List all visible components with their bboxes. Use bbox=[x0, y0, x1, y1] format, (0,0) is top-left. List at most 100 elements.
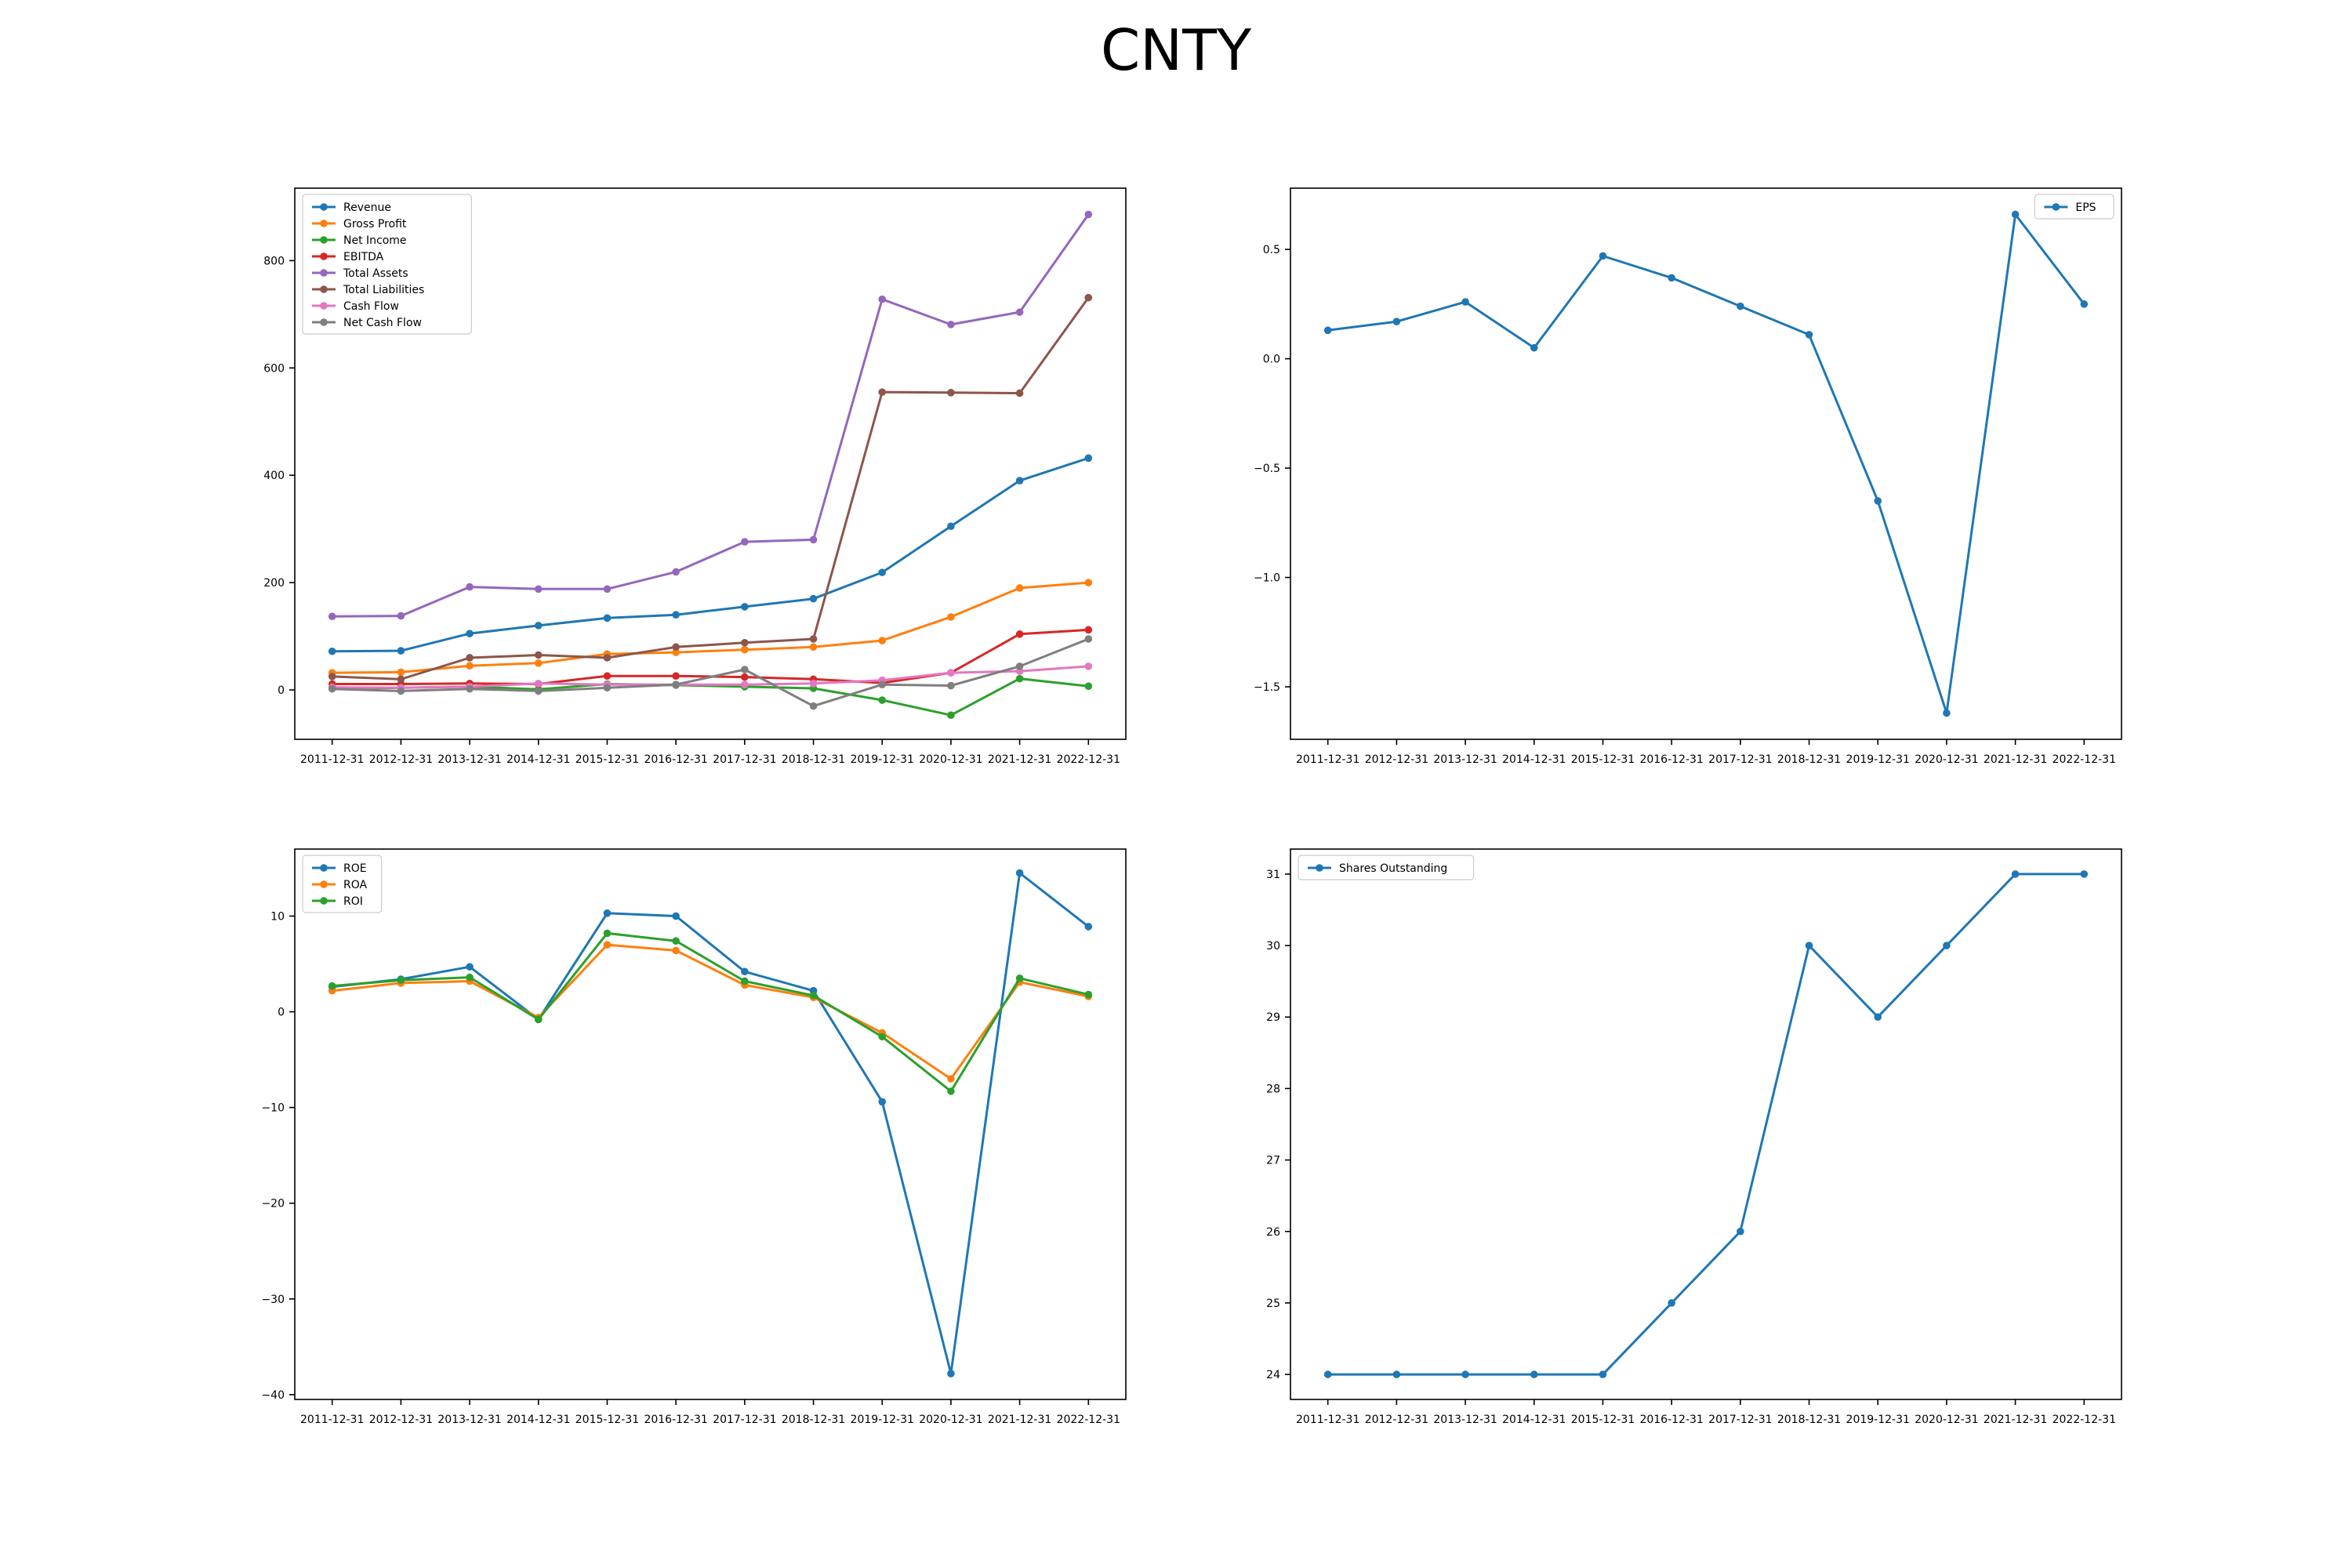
legend-entry: ROI bbox=[343, 895, 363, 908]
data-point bbox=[1599, 1370, 1607, 1378]
legend-swatch-marker bbox=[320, 285, 328, 293]
data-point bbox=[741, 673, 749, 681]
data-point bbox=[1530, 343, 1538, 352]
chart-shares: 2011-12-31 2012-12-31 2013-12-31 2014-12-31… bbox=[1266, 848, 2122, 1426]
x-tick-label: 2016-12-31 bbox=[1639, 753, 1703, 766]
data-point bbox=[603, 672, 612, 681]
data-point bbox=[397, 668, 405, 677]
x-tick-label: 2011-12-31 bbox=[300, 753, 364, 766]
data-point bbox=[603, 684, 612, 692]
data-point bbox=[672, 912, 680, 920]
x-tick-label: 2016-12-31 bbox=[644, 1414, 707, 1426]
data-point bbox=[1461, 298, 1469, 306]
data-point bbox=[466, 963, 474, 971]
x-tick-label: 2021-12-31 bbox=[988, 1414, 1051, 1426]
data-point bbox=[741, 967, 749, 976]
x-tick-label: 2015-12-31 bbox=[1571, 1414, 1635, 1426]
data-point bbox=[1461, 1370, 1469, 1378]
y-tick-label: 10 bbox=[270, 910, 285, 923]
data-point bbox=[809, 643, 818, 652]
data-point bbox=[878, 696, 887, 704]
legend-swatch-marker bbox=[2052, 203, 2060, 211]
data-point bbox=[741, 666, 749, 673]
y-tick-label: 26 bbox=[1266, 1226, 1280, 1239]
data-point bbox=[328, 684, 336, 693]
x-tick-label: 2014-12-31 bbox=[506, 1414, 570, 1426]
x-tick-label: 2019-12-31 bbox=[1846, 753, 1910, 766]
y-tick-label: 0 bbox=[278, 684, 285, 697]
data-point bbox=[603, 929, 612, 938]
data-point bbox=[466, 654, 474, 662]
data-point bbox=[466, 684, 474, 693]
x-tick-label: 2011-12-31 bbox=[1296, 753, 1359, 766]
data-point bbox=[947, 681, 955, 690]
data-point bbox=[1084, 579, 1093, 586]
y-tick-label: −20 bbox=[261, 1198, 285, 1210]
data-point bbox=[466, 630, 474, 637]
data-point bbox=[1084, 662, 1093, 670]
data-point bbox=[1084, 682, 1093, 691]
x-tick-label: 2020-12-31 bbox=[1915, 1414, 1978, 1426]
x-tick-label: 2020-12-31 bbox=[919, 753, 982, 766]
x-tick-label: 2015-12-31 bbox=[1571, 753, 1635, 766]
data-point bbox=[534, 659, 543, 667]
data-point bbox=[878, 1033, 887, 1041]
x-tick-label: 2021-12-31 bbox=[1984, 753, 2047, 766]
data-point bbox=[741, 603, 749, 611]
legend-entry: Total Assets bbox=[343, 267, 408, 280]
data-point bbox=[1015, 477, 1024, 485]
data-point bbox=[466, 973, 474, 982]
legend: Revenue Gross Profit Net Income EBITDA Total… bbox=[302, 194, 472, 335]
legend-entry: Gross Profit bbox=[343, 218, 407, 230]
series-line bbox=[332, 931, 1089, 1093]
data-point bbox=[741, 681, 749, 688]
legend-swatch-marker bbox=[320, 220, 328, 227]
data-point bbox=[741, 645, 749, 654]
y-tick-label: 27 bbox=[1266, 1155, 1280, 1167]
legend: EPS bbox=[2034, 194, 2114, 220]
x-tick-label: 2014-12-31 bbox=[506, 753, 570, 766]
chart-financials: 2011-12-31 2012-12-31 2013-12-31 2014-12-31… bbox=[263, 187, 1127, 766]
y-tick-label: 0 bbox=[278, 1007, 285, 1019]
chart-ratios: 2011-12-31 2012-12-31 2013-12-31 2014-12-31… bbox=[261, 848, 1127, 1426]
data-point bbox=[2011, 870, 2020, 878]
data-point bbox=[603, 654, 612, 662]
data-point bbox=[2011, 210, 2020, 219]
x-tick-label: 2014-12-31 bbox=[1502, 1414, 1566, 1426]
x-tick-label: 2022-12-31 bbox=[2053, 1414, 2116, 1426]
data-point bbox=[947, 321, 955, 328]
data-point bbox=[328, 673, 336, 681]
y-tick-label: 800 bbox=[263, 255, 285, 267]
data-point bbox=[1015, 869, 1024, 877]
data-point bbox=[603, 614, 612, 622]
x-tick-label: 2016-12-31 bbox=[1639, 1414, 1703, 1426]
y-tick-label: 600 bbox=[263, 362, 285, 375]
data-point bbox=[1530, 1370, 1538, 1378]
data-point bbox=[1015, 584, 1024, 592]
legend-entry: Net Income bbox=[343, 234, 407, 247]
data-point bbox=[328, 647, 336, 655]
data-point bbox=[603, 909, 612, 917]
data-point bbox=[534, 622, 543, 630]
data-point bbox=[878, 388, 887, 396]
data-point bbox=[672, 672, 680, 681]
x-tick-label: 2022-12-31 bbox=[1057, 753, 1120, 766]
x-tick-label: 2018-12-31 bbox=[1777, 753, 1841, 766]
series-line bbox=[332, 296, 1090, 681]
legend-swatch-marker bbox=[320, 897, 328, 905]
y-tick-label: −30 bbox=[261, 1294, 285, 1306]
x-tick-label: 2015-12-31 bbox=[575, 1414, 639, 1426]
data-point bbox=[1084, 990, 1093, 999]
x-tick-label: 2012-12-31 bbox=[1365, 1414, 1428, 1426]
data-point bbox=[534, 1015, 543, 1024]
x-tick-label: 2013-12-31 bbox=[437, 1414, 501, 1426]
legend-swatch-marker bbox=[320, 302, 328, 310]
data-point bbox=[809, 702, 818, 710]
data-point bbox=[2080, 300, 2089, 308]
data-point bbox=[1015, 674, 1024, 683]
legend-swatch-marker bbox=[320, 236, 328, 244]
data-point bbox=[1737, 302, 1744, 310]
data-point bbox=[1084, 210, 1093, 219]
x-tick-label: 2012-12-31 bbox=[369, 753, 433, 766]
